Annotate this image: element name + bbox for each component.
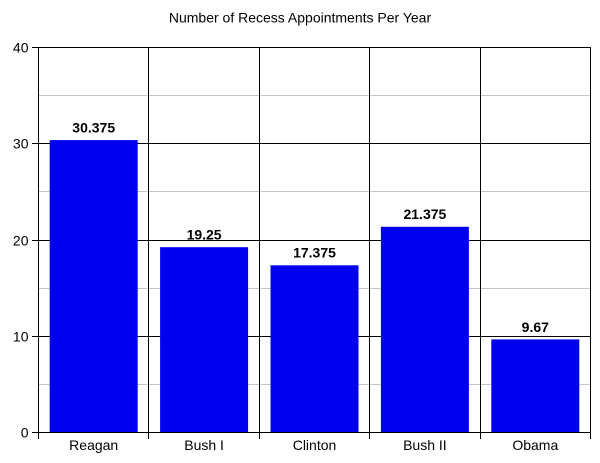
svg-text:Bush II: Bush II xyxy=(403,437,447,453)
svg-text:19.25: 19.25 xyxy=(187,227,222,243)
svg-text:Clinton: Clinton xyxy=(293,437,337,453)
svg-text:30: 30 xyxy=(13,136,29,152)
svg-text:30.375: 30.375 xyxy=(72,120,115,136)
svg-text:Number of Recess Appointments: Number of Recess Appointments Per Year xyxy=(169,10,432,26)
svg-text:20: 20 xyxy=(13,233,29,249)
svg-text:10: 10 xyxy=(13,329,29,345)
svg-text:21.375: 21.375 xyxy=(403,206,446,222)
svg-text:0: 0 xyxy=(21,425,29,441)
svg-text:Bush I: Bush I xyxy=(184,437,224,453)
svg-text:17.375: 17.375 xyxy=(293,245,336,261)
svg-text:9.67: 9.67 xyxy=(522,319,549,335)
svg-text:Reagan: Reagan xyxy=(69,437,118,453)
svg-text:Obama: Obama xyxy=(512,437,558,453)
svg-text:40: 40 xyxy=(13,40,29,56)
